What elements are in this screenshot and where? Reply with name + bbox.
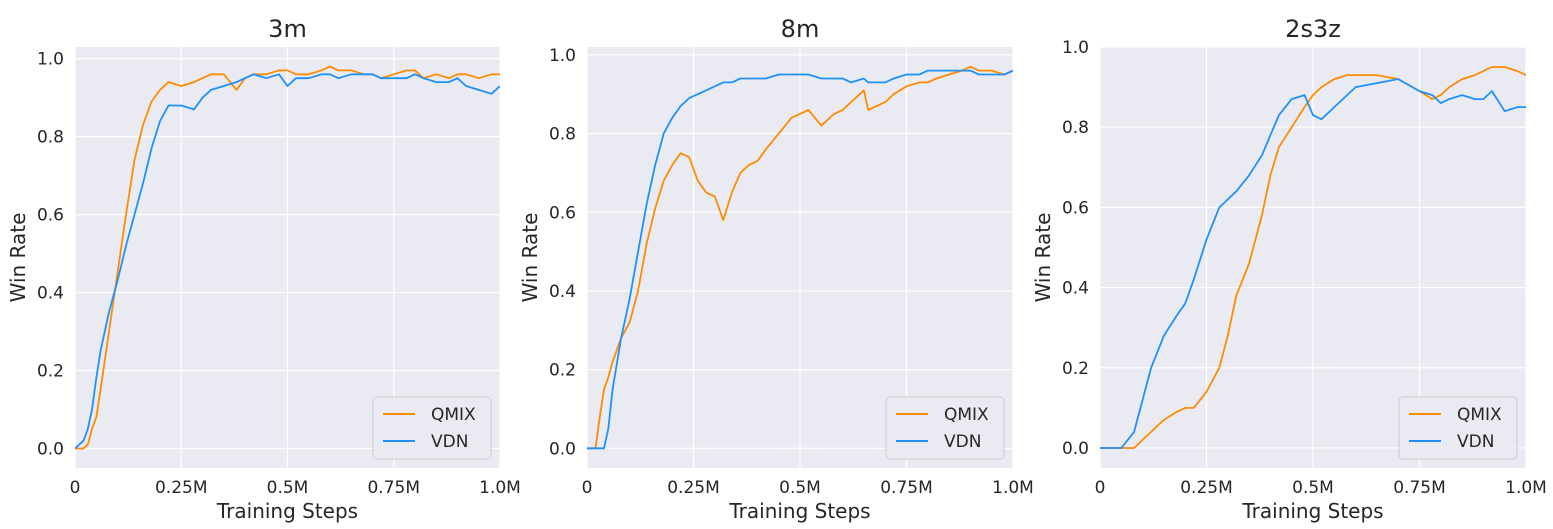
y-axis-label: Win Rate bbox=[6, 213, 30, 303]
y-tick-label: 0.2 bbox=[37, 362, 64, 382]
x-tick-label: 0.5M bbox=[1292, 478, 1334, 498]
x-tick-label: 1.0M bbox=[479, 478, 521, 498]
legend-label-vdn: VDN bbox=[944, 432, 981, 452]
y-tick-label: 1.0 bbox=[1062, 38, 1089, 58]
chart-panel-1: 0 0.25M 0.5M 0.75M 1.0M 0.0 0.2 0.4 0.6 0.8 1.0 8m T… bbox=[518, 15, 1034, 523]
x-tick-label: 0.75M bbox=[880, 478, 933, 498]
y-tick-label: 0.0 bbox=[549, 439, 576, 459]
series-line-vdn bbox=[587, 69, 1013, 450]
chart-panel-0: 0 0.25M 0.5M 0.75M 1.0M 0.0 0.2 0.4 0.6 0.8 1.0 3m T… bbox=[6, 15, 521, 523]
series-line-vdn bbox=[1100, 78, 1526, 449]
y-tick-label: 0.8 bbox=[549, 125, 576, 145]
chart-title: 2s3z bbox=[1285, 15, 1341, 43]
x-tick-label: 0.25M bbox=[1180, 478, 1233, 498]
legend-label-qmix: QMIX bbox=[431, 405, 476, 425]
legend: QMIX VDN bbox=[372, 396, 492, 460]
series-line-qmix bbox=[1100, 66, 1526, 449]
x-tick-label: 0 bbox=[582, 478, 593, 498]
chart-title: 8m bbox=[781, 15, 820, 43]
x-axis-label: Training Steps bbox=[728, 499, 870, 523]
x-tick-label: 0 bbox=[70, 478, 81, 498]
legend-label-qmix: QMIX bbox=[1457, 405, 1502, 425]
x-tick-label: 0.25M bbox=[155, 478, 208, 498]
y-tick-label: 1.0 bbox=[549, 46, 576, 66]
series-line-qmix bbox=[587, 65, 1013, 450]
legend-label-vdn: VDN bbox=[1457, 432, 1494, 452]
x-tick-label: 0.75M bbox=[1393, 478, 1446, 498]
y-tick-label: 0.6 bbox=[549, 203, 576, 223]
chart-panel-2: 0 0.25M 0.5M 0.75M 1.0M 0.0 0.2 0.4 0.6 0.8 1.0 2s3… bbox=[1031, 15, 1547, 523]
y-tick-label: 0.6 bbox=[1062, 198, 1089, 218]
x-tick-label: 1.0M bbox=[992, 478, 1034, 498]
y-tick-label: 0.6 bbox=[37, 206, 64, 226]
series-line-vdn bbox=[75, 73, 500, 450]
y-tick-label: 0.4 bbox=[549, 282, 576, 302]
legend-box bbox=[1398, 396, 1518, 460]
y-tick-label: 0.4 bbox=[1062, 279, 1089, 299]
y-tick-label: 0.0 bbox=[37, 440, 64, 460]
x-axis-label: Training Steps bbox=[216, 499, 358, 523]
legend-label-vdn: VDN bbox=[431, 432, 468, 452]
y-tick-label: 0.8 bbox=[1062, 118, 1089, 138]
y-tick-label: 0.2 bbox=[1062, 359, 1089, 379]
x-tick-label: 1.0M bbox=[1505, 478, 1547, 498]
x-tick-label: 0.5M bbox=[779, 478, 821, 498]
legend: QMIX VDN bbox=[885, 396, 1005, 460]
series-line-qmix bbox=[75, 65, 500, 450]
legend-label-qmix: QMIX bbox=[944, 405, 989, 425]
x-tick-label: 0 bbox=[1095, 478, 1106, 498]
legend-box bbox=[372, 396, 492, 460]
y-tick-label: 0.0 bbox=[1062, 439, 1089, 459]
x-axis-label: Training Steps bbox=[1241, 499, 1383, 523]
legend-box bbox=[885, 396, 1005, 460]
legend: QMIX VDN bbox=[1398, 396, 1518, 460]
y-tick-label: 0.8 bbox=[37, 128, 64, 148]
y-tick-label: 1.0 bbox=[37, 50, 64, 70]
y-axis-label: Win Rate bbox=[518, 213, 542, 303]
x-tick-label: 0.5M bbox=[267, 478, 309, 498]
y-tick-label: 0.4 bbox=[37, 284, 64, 304]
chart-title: 3m bbox=[268, 15, 307, 43]
y-tick-label: 0.2 bbox=[549, 361, 576, 381]
x-tick-label: 0.75M bbox=[367, 478, 420, 498]
y-axis-label: Win Rate bbox=[1031, 213, 1055, 303]
x-tick-label: 0.25M bbox=[667, 478, 720, 498]
